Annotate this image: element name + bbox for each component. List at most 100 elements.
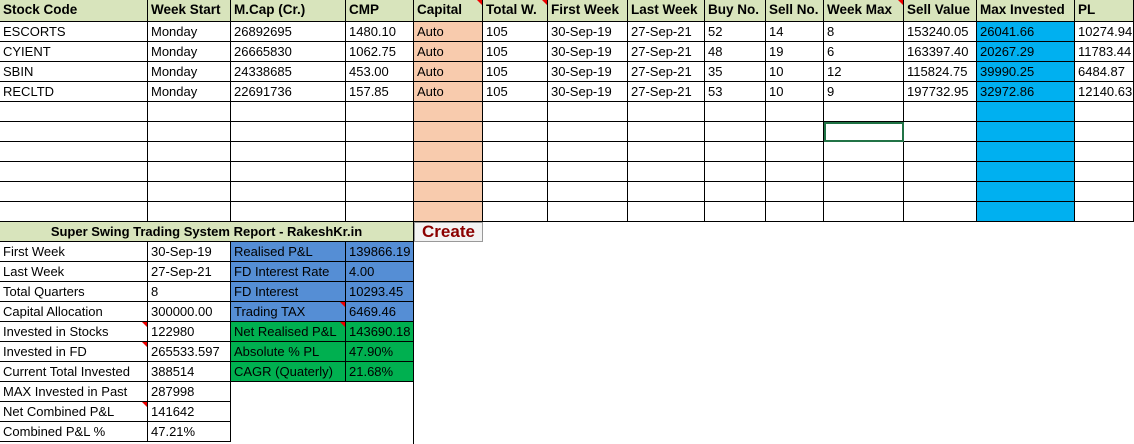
table-cell[interactable]: 105: [483, 82, 548, 102]
empty-cell[interactable]: [824, 122, 904, 142]
empty-cell[interactable]: [148, 102, 231, 122]
column-header[interactable]: Last Week: [628, 0, 705, 22]
empty-cell[interactable]: [483, 182, 548, 202]
report-metric-value[interactable]: 4.00: [346, 262, 414, 282]
table-cell[interactable]: 105: [483, 62, 548, 82]
empty-cell[interactable]: [977, 102, 1075, 122]
table-cell[interactable]: 1480.10: [346, 22, 414, 42]
empty-cell[interactable]: [824, 102, 904, 122]
empty-cell[interactable]: [824, 162, 904, 182]
empty-cell[interactable]: [904, 162, 977, 182]
report-value[interactable]: 47.21%: [148, 422, 231, 442]
table-cell[interactable]: 26665830: [231, 42, 346, 62]
empty-cell[interactable]: [548, 202, 628, 222]
table-cell[interactable]: Auto: [414, 82, 483, 102]
empty-cell[interactable]: [705, 122, 766, 142]
table-cell[interactable]: 30-Sep-19: [548, 42, 628, 62]
empty-cell[interactable]: [628, 142, 705, 162]
table-cell[interactable]: 6: [824, 42, 904, 62]
empty-cell[interactable]: [346, 182, 414, 202]
table-cell[interactable]: 105: [483, 22, 548, 42]
empty-cell[interactable]: [231, 142, 346, 162]
report-value[interactable]: 287998: [148, 382, 231, 402]
report-value[interactable]: 27-Sep-21: [148, 262, 231, 282]
report-metric-value[interactable]: 6469.46: [346, 302, 414, 322]
empty-cell[interactable]: [628, 102, 705, 122]
table-cell[interactable]: 11783.44: [1075, 42, 1134, 62]
empty-cell[interactable]: [977, 122, 1075, 142]
report-value[interactable]: 122980: [148, 322, 231, 342]
empty-cell[interactable]: [231, 102, 346, 122]
empty-cell[interactable]: [1075, 102, 1134, 122]
empty-cell[interactable]: [414, 142, 483, 162]
empty-cell[interactable]: [483, 162, 548, 182]
column-header[interactable]: Week Start: [148, 0, 231, 22]
report-value[interactable]: 388514: [148, 362, 231, 382]
table-cell[interactable]: 6484.87: [1075, 62, 1134, 82]
column-header[interactable]: First Week: [548, 0, 628, 22]
empty-cell[interactable]: [548, 182, 628, 202]
empty-cell[interactable]: [414, 182, 483, 202]
report-metric-value[interactable]: 143690.18: [346, 322, 414, 342]
empty-cell[interactable]: [148, 202, 231, 222]
empty-cell[interactable]: [483, 202, 548, 222]
empty-cell[interactable]: [766, 142, 824, 162]
report-value[interactable]: 30-Sep-19: [148, 242, 231, 262]
empty-cell[interactable]: [548, 162, 628, 182]
empty-cell[interactable]: [148, 162, 231, 182]
empty-cell[interactable]: [904, 182, 977, 202]
report-value[interactable]: 265533.597: [148, 342, 231, 362]
empty-cell[interactable]: [766, 102, 824, 122]
column-header[interactable]: Capital: [414, 0, 483, 22]
empty-cell[interactable]: [766, 182, 824, 202]
empty-cell[interactable]: [0, 182, 148, 202]
empty-cell[interactable]: [705, 182, 766, 202]
empty-cell[interactable]: [977, 162, 1075, 182]
table-cell[interactable]: 27-Sep-21: [628, 22, 705, 42]
table-cell[interactable]: 22691736: [231, 82, 346, 102]
empty-cell[interactable]: [1075, 202, 1134, 222]
table-cell[interactable]: 30-Sep-19: [548, 62, 628, 82]
table-cell[interactable]: 12: [824, 62, 904, 82]
report-value[interactable]: 141642: [148, 402, 231, 422]
empty-cell[interactable]: [148, 122, 231, 142]
table-cell[interactable]: 27-Sep-21: [628, 62, 705, 82]
column-header[interactable]: CMP: [346, 0, 414, 22]
empty-cell[interactable]: [824, 202, 904, 222]
empty-cell[interactable]: [628, 182, 705, 202]
table-cell[interactable]: 53: [705, 82, 766, 102]
empty-cell[interactable]: [346, 202, 414, 222]
empty-cell[interactable]: [824, 142, 904, 162]
empty-cell[interactable]: [977, 142, 1075, 162]
empty-cell[interactable]: [231, 202, 346, 222]
table-cell[interactable]: 39990.25: [977, 62, 1075, 82]
create-button[interactable]: Create: [414, 222, 483, 242]
report-metric-value[interactable]: 139866.19: [346, 242, 414, 262]
table-cell[interactable]: 453.00: [346, 62, 414, 82]
empty-cell[interactable]: [705, 162, 766, 182]
table-cell[interactable]: 197732.95: [904, 82, 977, 102]
table-cell[interactable]: Monday: [148, 22, 231, 42]
empty-cell[interactable]: [0, 162, 148, 182]
table-cell[interactable]: 10274.94: [1075, 22, 1134, 42]
column-header[interactable]: Sell Value: [904, 0, 977, 22]
table-cell[interactable]: 30-Sep-19: [548, 82, 628, 102]
empty-cell[interactable]: [414, 102, 483, 122]
table-cell[interactable]: 19: [766, 42, 824, 62]
empty-cell[interactable]: [628, 122, 705, 142]
empty-cell[interactable]: [0, 122, 148, 142]
empty-cell[interactable]: [705, 202, 766, 222]
table-cell[interactable]: 26041.66: [977, 22, 1075, 42]
column-header[interactable]: PL: [1075, 0, 1134, 22]
empty-cell[interactable]: [1075, 122, 1134, 142]
empty-cell[interactable]: [705, 102, 766, 122]
empty-cell[interactable]: [824, 182, 904, 202]
empty-cell[interactable]: [548, 142, 628, 162]
empty-cell[interactable]: [483, 122, 548, 142]
empty-cell[interactable]: [904, 142, 977, 162]
empty-cell[interactable]: [977, 182, 1075, 202]
empty-cell[interactable]: [766, 162, 824, 182]
empty-cell[interactable]: [0, 102, 148, 122]
table-cell[interactable]: 27-Sep-21: [628, 82, 705, 102]
table-cell[interactable]: Monday: [148, 42, 231, 62]
